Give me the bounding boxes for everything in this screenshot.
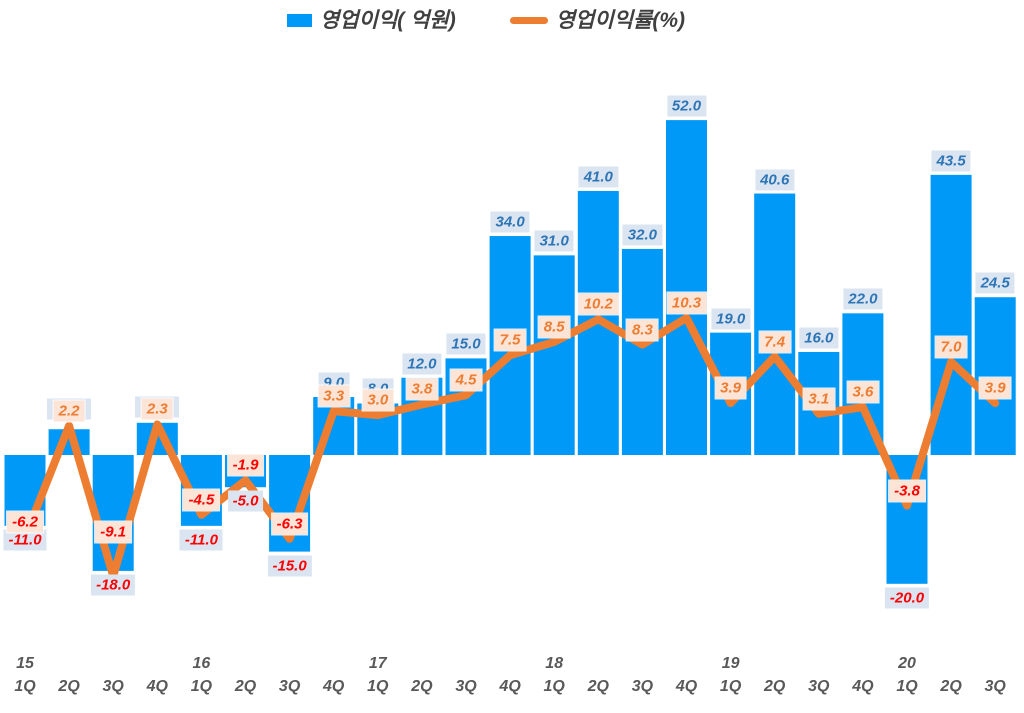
bar-19-3Q: [798, 351, 840, 455]
line-series-label: 영업이익률(%): [555, 9, 685, 32]
legend-item-operating-margin: 영업이익률(%): [509, 8, 685, 33]
bar-19-2Q: [754, 193, 796, 455]
margin-line: [21, 314, 1000, 581]
bar-series-label: 영업이익( 억원): [319, 9, 456, 32]
bar-20-3Q: [974, 297, 1016, 455]
chart-legend: 영업이익( 억원) 영업이익률(%): [0, 8, 998, 33]
bar-18-1Q: [533, 255, 575, 455]
bar-17-4Q: [489, 236, 531, 455]
bar-17-2Q: [401, 377, 443, 455]
bar-18-4Q: [666, 120, 707, 456]
bar-19-1Q: [710, 332, 752, 455]
legend-item-operating-profit: 영업이익( 억원): [286, 8, 456, 33]
bar-series-swatch-icon: [286, 14, 312, 28]
bar-17-3Q: [445, 358, 487, 455]
bar-15-3Q: [92, 455, 134, 571]
line-series-swatch-icon: [509, 17, 548, 25]
bar-18-3Q: [621, 248, 663, 455]
